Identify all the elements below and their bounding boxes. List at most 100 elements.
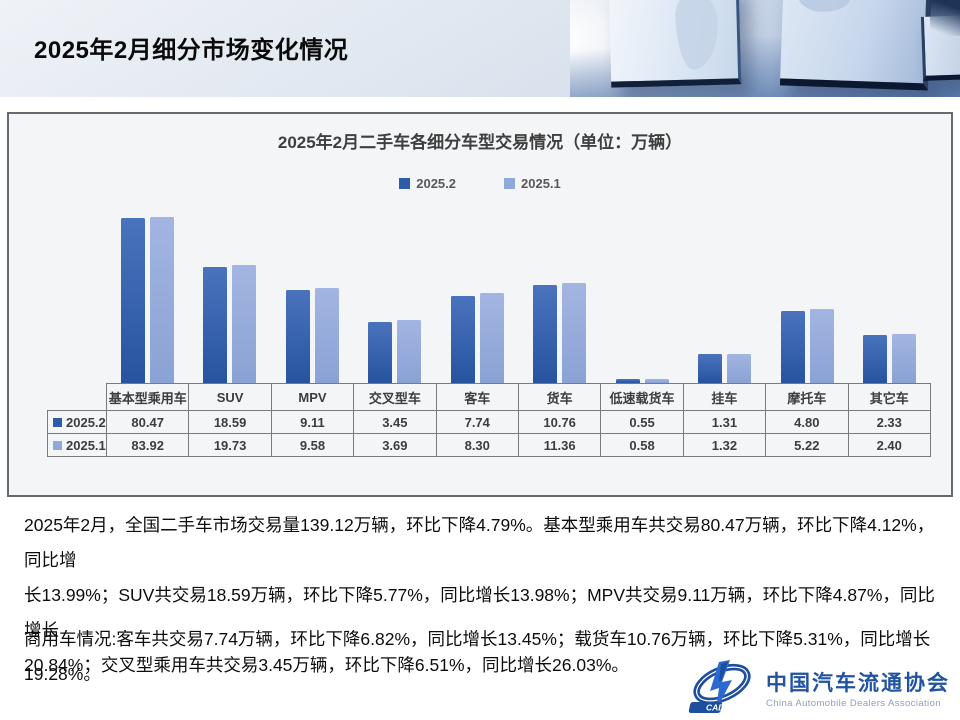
cube-left <box>608 0 742 88</box>
bar-group-3 <box>271 288 354 383</box>
legend-label: 2025.1 <box>521 176 561 191</box>
page-title: 2025年2月细分市场变化情况 <box>34 37 349 64</box>
bar-2025.1-摩托车 <box>809 308 834 383</box>
corner-shadow <box>930 0 960 36</box>
category-header: 客车 <box>435 383 519 411</box>
legend-item-2025-1: 2025.1 <box>504 176 561 191</box>
value-cell: 18.59 <box>188 410 272 434</box>
cada-logo: CADA 中国汽车流通协会 China Automobile Dealers A… <box>686 658 950 718</box>
plot-area <box>47 114 931 383</box>
chart-title: 2025年2月二手车各细分车型交易情况（单位：万辆） <box>277 133 683 152</box>
bar-group-1 <box>106 216 189 383</box>
value-cell: 3.45 <box>353 410 437 434</box>
chart-legend: 2025.2 2025.1 <box>9 176 951 191</box>
bar-2025.2-摩托车 <box>780 311 805 383</box>
series-label-cell: 2025.2 <box>47 410 107 434</box>
bar-group-7 <box>601 379 684 383</box>
value-cell: 0.58 <box>600 433 684 457</box>
map-texture <box>674 0 719 70</box>
bar-group-9 <box>766 308 849 383</box>
series-label-cell: 2025.1 <box>47 433 107 457</box>
map-texture <box>796 0 853 13</box>
bar-2025.2-SUV <box>203 266 228 383</box>
bar-2025.2-基本型乘用车 <box>120 218 145 383</box>
value-cell: 1.31 <box>682 410 767 434</box>
series-name: 2025.1 <box>66 437 106 453</box>
bar-2025.2-MPV <box>285 290 310 383</box>
svg-text:CADA: CADA <box>706 703 731 713</box>
value-cell: 3.69 <box>353 433 437 457</box>
series-label: 2025.1 <box>48 438 106 453</box>
category-header: SUV <box>188 383 272 411</box>
bar-2025.1-SUV <box>232 264 257 383</box>
value-cell: 9.11 <box>270 410 355 434</box>
chart-panel: 2025年2月二手车各细分车型交易情况（单位：万辆） 2025.2 2025.1… <box>7 112 953 497</box>
bar-2025.1-客车 <box>479 293 504 383</box>
data-table: 基本型乘用车 SUV MPV 交叉型车 客车 货车 低速载货车 挂车 摩托车 其它车 2025.2 8… <box>47 383 932 457</box>
series-label: 2025.2 <box>48 415 106 430</box>
value-cell: 4.80 <box>765 410 849 434</box>
legend-label: 2025.2 <box>416 176 456 191</box>
bar-group-8 <box>684 353 767 383</box>
bar-2025.2-交叉型车 <box>368 322 393 383</box>
category-header: 低速载货车 <box>600 383 684 411</box>
bar-2025.1-挂车 <box>727 353 752 383</box>
series-swatch-icon <box>53 440 62 450</box>
logo-text: 中国汽车流通协会 China Automobile Dealers Associ… <box>766 667 950 709</box>
series-swatch-icon <box>53 417 62 427</box>
bar-2025.1-其它车 <box>892 334 917 383</box>
legend-swatch-light-icon <box>504 178 515 189</box>
bar-2025.2-低速载货车 <box>615 379 640 383</box>
cada-emblem-icon: CADA <box>688 660 751 713</box>
bar-group-5 <box>436 293 519 383</box>
bar-2025.2-其它车 <box>863 335 888 383</box>
table-corner-cell <box>48 384 107 411</box>
bar-2025.2-客车 <box>450 295 475 383</box>
cube-middle <box>779 0 933 91</box>
value-cell: 9.58 <box>270 433 355 457</box>
value-cell: 8.30 <box>435 433 519 457</box>
value-cell: 10.76 <box>517 410 602 434</box>
header-band: 2025年2月细分市场变化情况 <box>0 0 960 97</box>
legend-swatch-dark-icon <box>399 178 411 189</box>
value-cell: 19.73 <box>188 433 272 457</box>
bar-2025.1-低速载货车 <box>644 379 669 383</box>
value-cell: 11.36 <box>517 433 602 457</box>
category-header: 摩托车 <box>765 383 849 411</box>
category-header: 基本型乘用车 <box>105 383 190 411</box>
value-cell: 2.33 <box>847 410 932 434</box>
bar-2025.1-交叉型车 <box>397 319 422 383</box>
commercial-paragraph: 商用车情况:客车共交易7.74万辆，环比下降6.82%，同比增长13.45%；载… <box>24 629 931 684</box>
bar-2025.2-货车 <box>533 284 558 383</box>
category-header: MPV <box>270 383 355 411</box>
bar-2025.1-基本型乘用车 <box>149 216 174 383</box>
bar-group-4 <box>354 319 437 383</box>
bar-group-10 <box>849 334 932 383</box>
logo-name-chinese: 中国汽车流通协会 <box>766 672 950 695</box>
decorative-cubes-image <box>570 0 960 97</box>
bar-2025.1-货车 <box>562 282 587 383</box>
value-cell: 0.55 <box>600 410 684 434</box>
value-cell: 1.32 <box>682 433 767 457</box>
category-header: 交叉型车 <box>353 383 437 411</box>
series-row-2025.2: 2025.2 80.47 18.59 9.11 3.45 7.74 10.76 0.55 1.3… <box>47 410 932 434</box>
category-header-row: 基本型乘用车 SUV MPV 交叉型车 客车 货车 低速载货车 挂车 摩托车 其它车 <box>48 383 932 411</box>
value-cell: 83.92 <box>105 433 190 457</box>
series-row-2025.1: 2025.1 83.92 19.73 9.58 3.69 8.30 11.36 0.58 1.3… <box>47 433 932 457</box>
summary-paragraph: 2025年2月，全国二手车市场交易量139.12万辆，环比下降4.79%。基本型… <box>24 515 935 675</box>
category-header: 挂车 <box>682 383 767 411</box>
series-name: 2025.2 <box>66 414 106 430</box>
value-cell: 80.47 <box>105 410 190 434</box>
bar-group-2 <box>189 264 272 383</box>
value-cell: 7.74 <box>435 410 519 434</box>
value-cell: 2.40 <box>847 433 932 457</box>
value-cell: 5.22 <box>765 433 849 457</box>
legend-item-2025-2: 2025.2 <box>399 176 456 191</box>
category-header: 货车 <box>517 383 602 411</box>
bar-group-6 <box>519 282 602 383</box>
logo-name-english: China Automobile Dealers Association <box>766 698 941 709</box>
bar-2025.1-MPV <box>314 288 339 383</box>
bar-2025.2-挂车 <box>698 354 723 383</box>
category-header: 其它车 <box>847 383 932 411</box>
